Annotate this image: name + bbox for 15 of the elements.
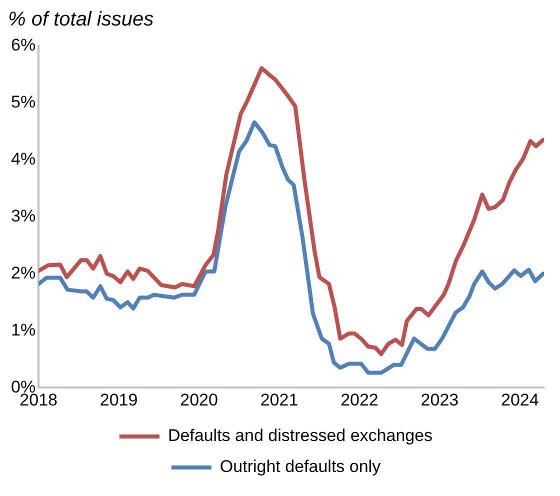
- x-tick-label: 2020: [180, 390, 218, 410]
- x-tick-label: 2019: [100, 390, 138, 410]
- y-tick-label: 6%: [10, 36, 36, 55]
- x-tick-label: 2024: [501, 390, 539, 410]
- legend-label: Outright defaults only: [220, 457, 382, 476]
- chart-title: % of total issues: [8, 8, 154, 31]
- x-tick-label: 2021: [260, 390, 298, 410]
- y-tick-label: 1%: [10, 320, 36, 340]
- x-tick-label: 2022: [340, 390, 378, 410]
- y-tick-label: 5%: [10, 92, 36, 112]
- y-tick-label: 2%: [10, 263, 36, 282]
- legend-label: Defaults and distressed exchanges: [168, 426, 433, 446]
- y-tick-label: 4%: [10, 150, 36, 169]
- x-tick-label: 2023: [420, 390, 459, 410]
- y-tick-label: 3%: [10, 206, 36, 226]
